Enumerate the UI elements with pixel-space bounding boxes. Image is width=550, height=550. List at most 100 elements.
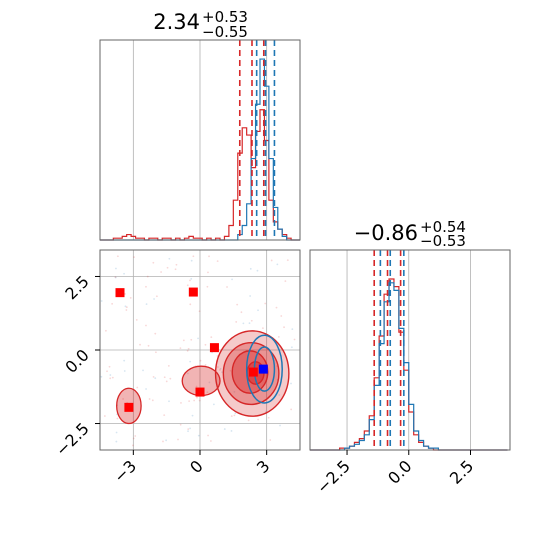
bl-sample-dot — [114, 276, 117, 279]
bl-sample-dot — [207, 271, 209, 274]
bl-sample-dot — [236, 303, 239, 306]
bl-sample-dot — [290, 382, 292, 385]
bl-sample-dot — [100, 300, 103, 302]
bl-red-marker — [209, 343, 219, 353]
bl-sample-dot — [165, 380, 168, 383]
bl-sample-dot — [247, 419, 250, 422]
bl-sample-dot — [145, 285, 147, 288]
br-panel-title-plus: +0.54 — [420, 218, 466, 236]
bl-blue-marker — [258, 364, 268, 374]
bl-sample-dot — [206, 285, 209, 288]
bl-sample-dot — [100, 375, 103, 378]
bl-sample-dot — [277, 336, 280, 338]
bl-sample-dot — [283, 326, 285, 329]
bl-sample-dot — [235, 321, 238, 323]
bl-sample-dot — [132, 437, 135, 440]
bl-sample-dot — [145, 303, 148, 306]
top-panel-title-value: 2.34 — [153, 10, 200, 34]
bl-sample-dot — [154, 332, 157, 335]
bl-sample-dot — [115, 440, 118, 443]
bl-sample-dot — [165, 439, 168, 442]
bl-sample-dot — [160, 271, 162, 273]
bl-sample-dot — [280, 315, 283, 317]
bl-sample-dot — [210, 440, 212, 442]
bl-sample-dot — [145, 388, 147, 390]
bl-sample-dot — [198, 399, 201, 402]
bl-sample-dot — [207, 434, 209, 437]
bl-sample-dot — [154, 377, 157, 380]
bl-sample-dot — [187, 372, 189, 375]
bl-sample-dot — [189, 360, 192, 363]
bl-sample-dot — [216, 260, 219, 263]
bl-sample-dot — [195, 385, 198, 388]
bl-sample-dot — [116, 417, 119, 420]
bl-sample-dot — [218, 369, 221, 371]
bl-sample-dot — [133, 256, 135, 259]
bl-sample-dot — [182, 339, 185, 342]
bl-sample-dot — [257, 309, 259, 312]
bl-sample-dot — [187, 428, 190, 431]
bl-red-marker — [248, 367, 258, 377]
bl-sample-dot — [290, 346, 293, 349]
bl-red-marker — [115, 288, 125, 298]
bl-sample-dot — [248, 322, 251, 325]
bl-sample-dot — [189, 279, 191, 282]
bl-sample-dot — [123, 272, 125, 275]
bl-ytick-label: −2.5 — [52, 419, 93, 460]
bl-sample-dot — [190, 338, 193, 341]
bl-sample-dot — [179, 347, 182, 349]
br-xtick-label: 2.5 — [446, 456, 477, 487]
bl-sample-dot — [186, 284, 189, 287]
bl-blue-contour — [245, 334, 283, 404]
bl-sample-dot — [152, 261, 155, 264]
bl-sample-dot — [169, 377, 172, 380]
bl-sample-dot — [267, 416, 270, 419]
bl-sample-dot — [208, 381, 211, 384]
bl-sample-dot — [226, 286, 228, 288]
bl-sample-dot — [204, 343, 207, 346]
bl-sample-dot — [276, 263, 279, 266]
bl-sample-dot — [111, 376, 114, 379]
bl-sample-dot — [250, 319, 253, 322]
bl-sample-dot — [116, 255, 119, 258]
bl-sample-dot — [103, 415, 106, 417]
bl-sample-dot — [221, 371, 223, 374]
bl-sample-dot — [124, 293, 126, 295]
br-xtick-label: 0.0 — [384, 456, 415, 487]
bl-sample-dot — [180, 402, 182, 404]
bl-sample-dot — [197, 434, 200, 437]
bl-sample-dot — [233, 391, 236, 393]
bl-sample-dot — [115, 431, 118, 434]
bl-sample-dot — [290, 408, 293, 411]
bl-sample-dot — [105, 329, 107, 332]
bottom-right-histogram-panel: −0.86 +0.54 −0.53 −2.5 0.0 2.5 — [309, 218, 511, 497]
bl-sample-dot — [145, 324, 147, 327]
bl-sample-dot — [122, 398, 124, 400]
bl-sample-dot — [146, 275, 149, 278]
bl-sample-dot — [108, 365, 111, 368]
bl-sample-dot — [132, 444, 134, 447]
bl-sample-dot — [286, 259, 289, 262]
bl-red-marker — [188, 287, 198, 297]
br-panel-frame — [309, 249, 511, 451]
bl-sample-dot — [175, 263, 178, 266]
bl-sample-dot — [115, 267, 117, 270]
bl-sample-dot — [136, 386, 139, 389]
bl-sample-dot — [256, 269, 259, 272]
bl-sample-dot — [233, 414, 236, 417]
bl-sample-dot — [192, 255, 195, 258]
bl-sample-dot — [163, 414, 166, 417]
top-panel-title-minus: −0.55 — [202, 23, 248, 41]
bl-sample-dot — [168, 400, 170, 403]
bl-sample-dot — [208, 255, 210, 258]
bl-sample-dot — [163, 376, 166, 379]
bl-sample-dot — [123, 370, 126, 372]
bl-sample-dot — [166, 266, 169, 269]
bl-sample-dot — [177, 438, 179, 441]
bl-sample-dot — [114, 276, 117, 279]
bl-sample-dot — [270, 259, 273, 262]
top-red-histogram — [100, 109, 300, 241]
bl-sample-dot — [155, 295, 158, 298]
bl-sample-dot — [174, 268, 177, 271]
bl-sample-dot — [242, 322, 245, 325]
